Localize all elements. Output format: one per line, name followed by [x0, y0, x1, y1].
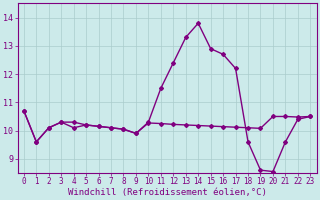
- X-axis label: Windchill (Refroidissement éolien,°C): Windchill (Refroidissement éolien,°C): [68, 188, 267, 197]
